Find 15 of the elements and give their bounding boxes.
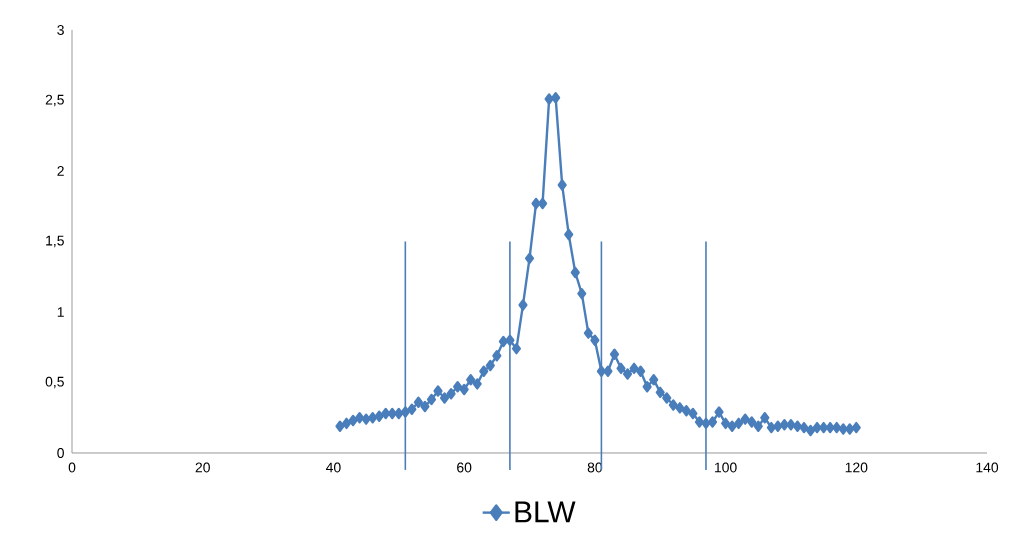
y-tick-label: 1 <box>57 307 64 317</box>
y-tick-label: 1,5 <box>46 235 64 248</box>
y-tick-label: 2 <box>57 166 64 176</box>
x-tick-label: 120 <box>845 462 868 473</box>
y-tick-label: 2,5 <box>45 94 64 107</box>
x-tick-label: 100 <box>715 462 737 473</box>
x-tick-label: 0 <box>68 462 76 473</box>
x-tick-label: 60 <box>457 462 472 473</box>
x-tick-label: 40 <box>325 462 341 473</box>
x-tick-label: 20 <box>195 462 210 473</box>
y-tick-label: 0 <box>57 448 64 458</box>
y-tick-label: 0,5 <box>45 376 64 389</box>
x-tick-label: 140 <box>976 462 999 473</box>
legend-label: BLW <box>515 501 576 523</box>
y-tick-label: 3 <box>57 25 64 35</box>
